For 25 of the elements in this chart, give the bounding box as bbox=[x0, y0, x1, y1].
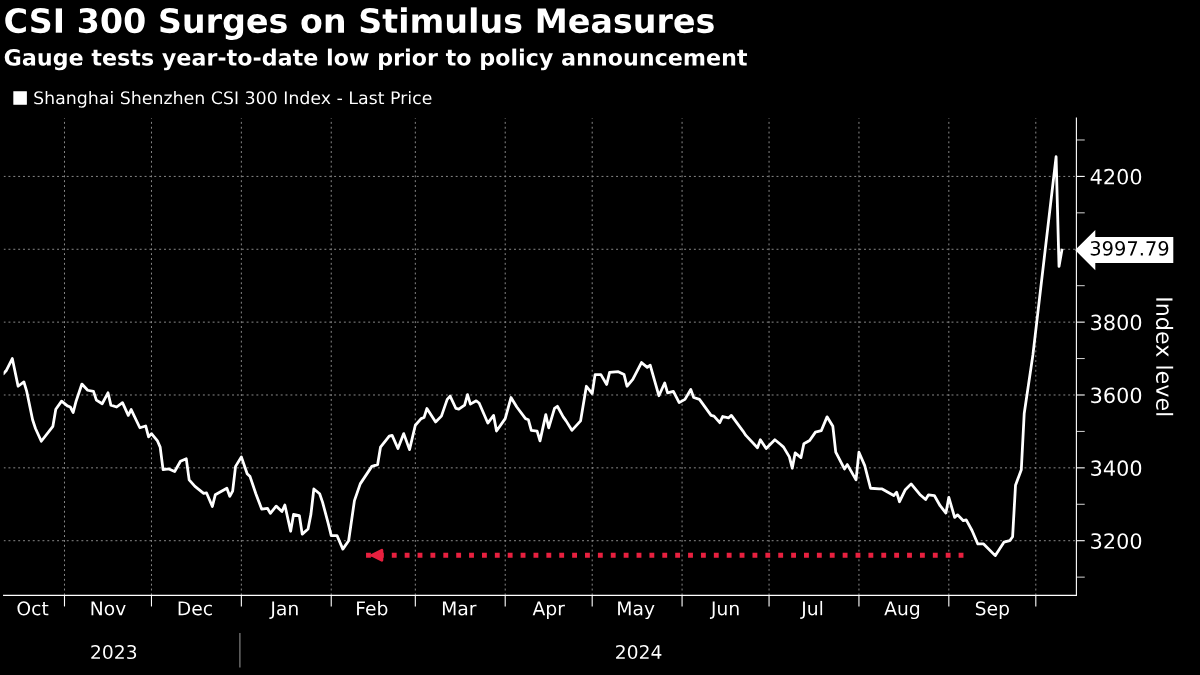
x-tick-label: Aug bbox=[884, 601, 920, 620]
x-tick-label: Jun bbox=[709, 601, 739, 619]
x-tick-label: Dec bbox=[178, 601, 212, 616]
annotation: 3997.79 bbox=[1090, 241, 1169, 256]
y-tick-label: 3400 bbox=[1091, 460, 1142, 477]
x-tick-label: Oct bbox=[17, 601, 49, 616]
legend-label: Shanghai Shenzhen CSI 300 Index - Last Price bbox=[34, 90, 432, 108]
x-tick-label: Sep bbox=[975, 601, 1009, 620]
x-tick-label: Mar bbox=[442, 601, 477, 616]
text: 2024 bbox=[616, 644, 662, 660]
y-tick-label: 3200 bbox=[1091, 533, 1142, 549]
x-tick-label: Nov bbox=[91, 601, 126, 616]
y-tick-label: 4200 bbox=[1090, 168, 1142, 185]
chart-title: CSI 300 Surges on Stimulus Measures bbox=[5, 7, 714, 40]
line-series bbox=[3, 155, 1064, 558]
x-tick-label: May bbox=[618, 601, 655, 620]
y-tick-label: 3600 bbox=[1091, 387, 1142, 404]
chart-subtitle: Gauge tests year-to-date low prior to policy announcement bbox=[4, 48, 748, 71]
text: 2023 bbox=[91, 644, 137, 660]
y-axis-title: Index level bbox=[1155, 298, 1174, 416]
x-tick-label: Feb bbox=[357, 600, 388, 616]
x-tick-label: Apr bbox=[532, 601, 565, 620]
y-tick-label: 3800 bbox=[1091, 314, 1142, 331]
x-tick-label: Jan bbox=[269, 601, 298, 619]
x-tick-label: Jul bbox=[800, 600, 823, 619]
